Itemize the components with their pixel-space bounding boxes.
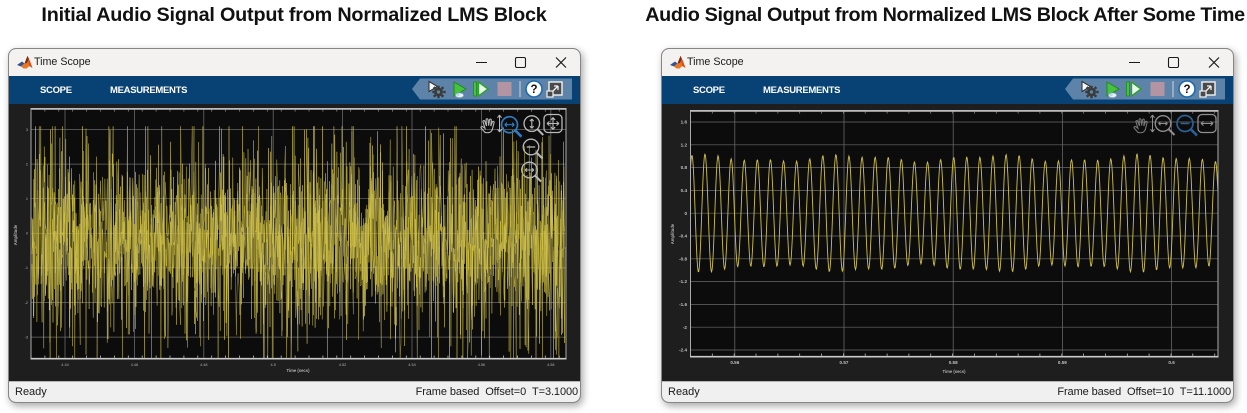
- svg-text:0.56: 0.56: [730, 360, 739, 365]
- svg-text:?: ?: [530, 84, 537, 96]
- svg-text:2: 2: [26, 162, 28, 166]
- svg-text:4.46: 4.46: [131, 363, 138, 367]
- svg-text:-0.8: -0.8: [679, 256, 687, 261]
- svg-text:0.6: 0.6: [1168, 360, 1175, 365]
- svg-text:Amplitude: Amplitude: [670, 223, 675, 244]
- svg-text:4.52: 4.52: [339, 363, 346, 367]
- svg-text:0: 0: [684, 211, 687, 216]
- svg-text:1.6: 1.6: [681, 120, 688, 125]
- svg-text:0: 0: [26, 232, 28, 236]
- svg-text:0.8: 0.8: [681, 165, 688, 170]
- svg-text:4.5: 4.5: [271, 363, 276, 367]
- svg-text:-0.4: -0.4: [679, 234, 687, 239]
- svg-text:Time (secs): Time (secs): [943, 369, 967, 374]
- svg-text:0.58: 0.58: [949, 360, 958, 365]
- svg-text:-1: -1: [25, 266, 28, 270]
- svg-text:1: 1: [26, 197, 28, 201]
- svg-text:-1.2: -1.2: [679, 279, 687, 284]
- svg-text:-2: -2: [25, 301, 28, 305]
- svg-text:-3: -3: [25, 335, 28, 339]
- svg-text:?: ?: [1183, 84, 1190, 96]
- svg-text:4.58: 4.58: [547, 363, 554, 367]
- svg-text:0.59: 0.59: [1058, 360, 1067, 365]
- svg-text:1.2: 1.2: [681, 142, 688, 147]
- svg-text:3: 3: [26, 128, 28, 132]
- svg-text:Amplitude: Amplitude: [13, 224, 18, 245]
- svg-text:-2.4: -2.4: [679, 348, 687, 353]
- svg-text:0.57: 0.57: [840, 360, 849, 365]
- svg-text:Time (secs): Time (secs): [287, 368, 311, 373]
- svg-text:4.56: 4.56: [478, 363, 485, 367]
- svg-text:-2: -2: [683, 325, 688, 330]
- svg-text:-1.6: -1.6: [679, 302, 687, 307]
- svg-text:4.44: 4.44: [61, 363, 68, 367]
- svg-text:0.4: 0.4: [681, 188, 688, 193]
- svg-text:4.54: 4.54: [408, 363, 415, 367]
- svg-text:4.48: 4.48: [200, 363, 207, 367]
